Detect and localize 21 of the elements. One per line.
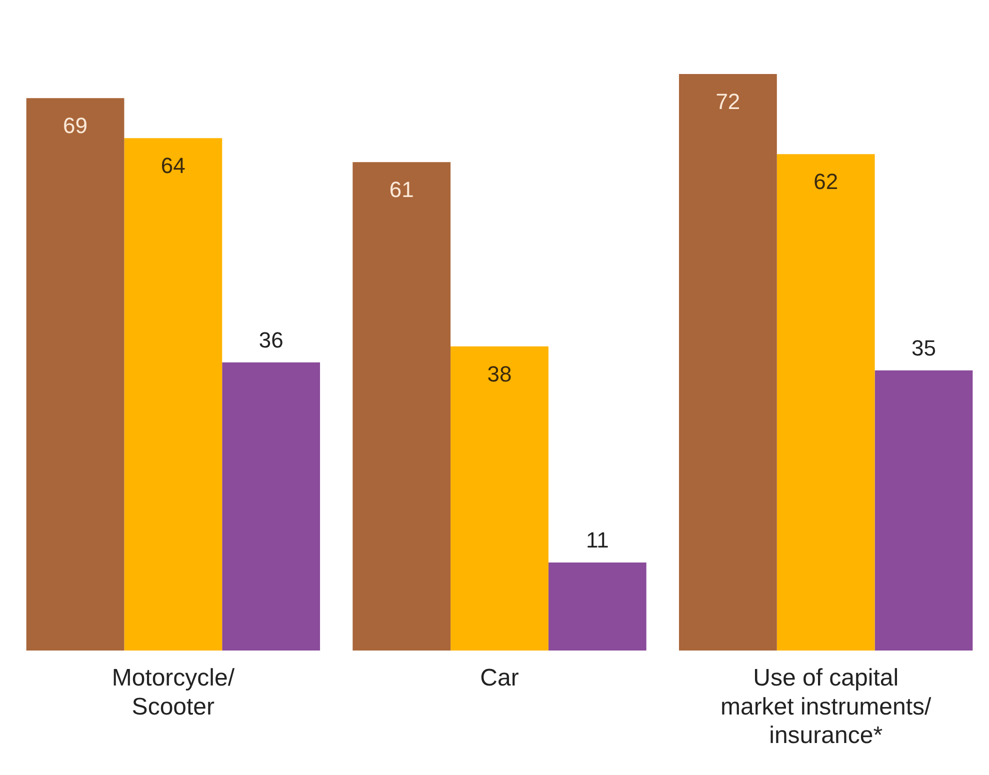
bar: [352, 162, 451, 651]
bar: [124, 138, 222, 651]
data-label: 64: [160, 153, 186, 178]
bar: [222, 362, 320, 651]
data-label: 38: [487, 361, 512, 386]
data-label: 69: [63, 113, 88, 138]
data-label: 62: [814, 169, 838, 194]
x-tick-label: Car: [480, 664, 519, 692]
bar: [776, 154, 875, 651]
data-label: 61: [389, 177, 414, 202]
data-label: 72: [716, 89, 740, 114]
bar: [26, 98, 124, 651]
data-label: 11: [586, 528, 609, 553]
bar: [874, 370, 973, 651]
x-tick-label: Motorcycle/ Scooter: [112, 664, 235, 720]
data-label: 36: [258, 327, 284, 352]
bar: [548, 562, 646, 651]
data-label: 35: [911, 335, 936, 360]
bar: [678, 74, 777, 651]
bar: [450, 346, 548, 651]
x-tick-label: Use of capital market instruments/ insurance*: [720, 664, 932, 750]
